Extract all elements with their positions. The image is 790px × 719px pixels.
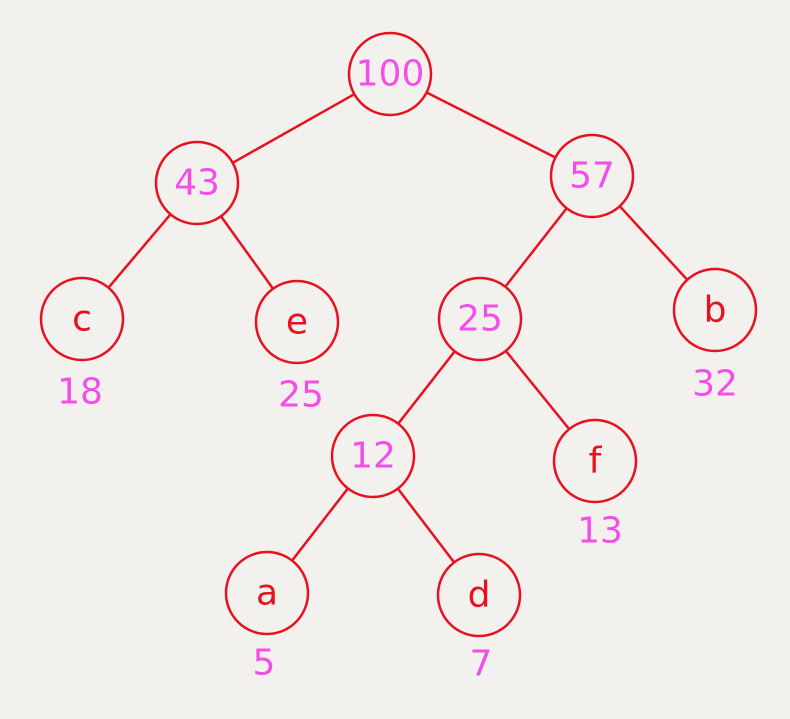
- edge-n12-na: [291, 487, 349, 562]
- node-circle: [549, 133, 635, 219]
- node-circle: [330, 413, 416, 499]
- node-circle: [436, 552, 522, 638]
- leaf-weight-c: 18: [57, 372, 103, 413]
- edge-n57-n25: [504, 207, 568, 288]
- node-circle: [154, 140, 240, 226]
- internal-node-57: 57: [549, 133, 635, 219]
- leaf-weight-f: 13: [577, 511, 623, 552]
- node-circle: [224, 550, 310, 636]
- node-label: 43: [174, 163, 220, 204]
- leaf-node-c: c: [39, 276, 125, 362]
- node-label: 25: [457, 299, 503, 340]
- leaf-node-e: e: [254, 279, 340, 365]
- internal-node-43: 43: [154, 140, 240, 226]
- weights-layer: 18 25 32 13 5 7: [57, 364, 738, 685]
- internal-node-25: 25: [437, 276, 523, 362]
- internal-node-12: 12: [330, 413, 416, 499]
- edge-n43-ne: [219, 215, 275, 290]
- edge-n43-nc: [107, 213, 172, 289]
- edge-n100-n43: [232, 93, 355, 164]
- leaf-node-d: d: [436, 552, 522, 638]
- node-label: f: [589, 441, 603, 482]
- node-label: c: [72, 299, 92, 340]
- edges-layer: [107, 91, 689, 564]
- node-circle: [672, 267, 758, 353]
- node-label: d: [468, 575, 491, 616]
- leaf-node-b: b: [672, 267, 758, 353]
- leaf-node-f: f: [552, 418, 638, 504]
- leaf-weight-b: 32: [692, 364, 738, 405]
- leaf-weight-e: 25: [278, 375, 324, 416]
- leaf-node-a: a: [224, 550, 310, 636]
- leaf-weight-d: 7: [470, 644, 493, 685]
- edge-n57-nb: [618, 205, 689, 281]
- node-label: b: [704, 290, 727, 331]
- node-label: e: [286, 302, 308, 343]
- edge-n25-n12: [397, 350, 456, 425]
- internal-node-100: 100: [347, 31, 433, 117]
- leaf-weight-a: 5: [253, 643, 276, 684]
- edge-n25-nf: [504, 350, 571, 430]
- node-label: 12: [350, 436, 396, 477]
- node-circle: [552, 418, 638, 504]
- node-circle: [39, 276, 125, 362]
- node-label: a: [256, 573, 278, 614]
- node-label: 57: [569, 156, 615, 197]
- nodes-layer: 100 43 57 c e 25 b 12 f a d: [39, 31, 758, 638]
- node-circle: [437, 276, 523, 362]
- node-label: 100: [356, 54, 425, 95]
- edge-n12-nd: [396, 487, 456, 564]
- node-circle: [347, 31, 433, 117]
- node-circle: [254, 279, 340, 365]
- edge-n100-n57: [426, 91, 556, 159]
